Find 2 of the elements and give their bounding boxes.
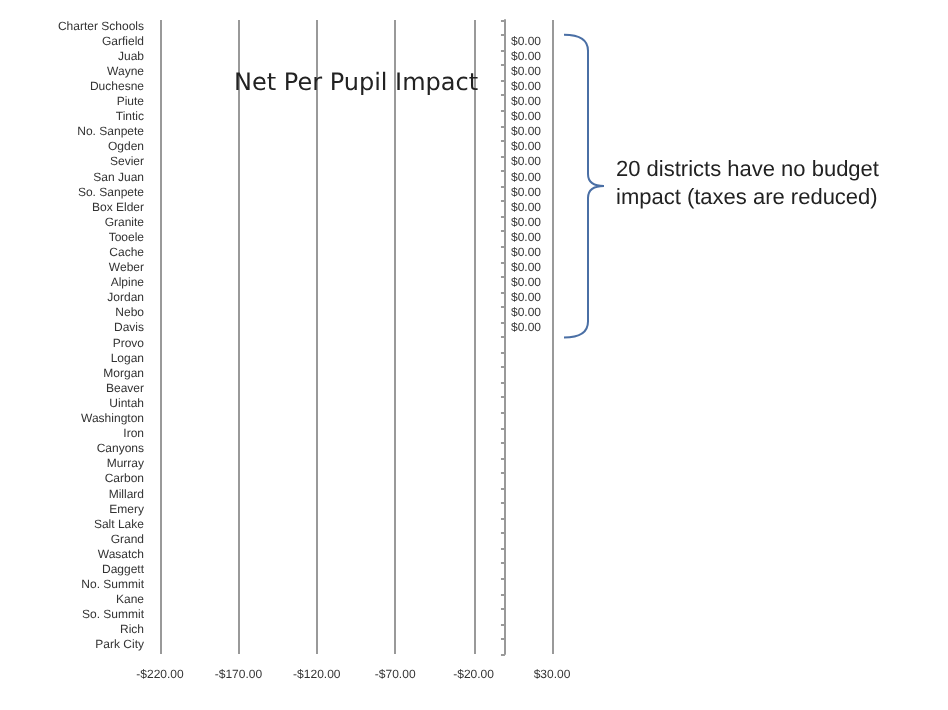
- text: Net Per Pupil Impact: [234, 68, 479, 96]
- text: 20 districts have no budget impact (taxes are reduced): [616, 156, 881, 213]
